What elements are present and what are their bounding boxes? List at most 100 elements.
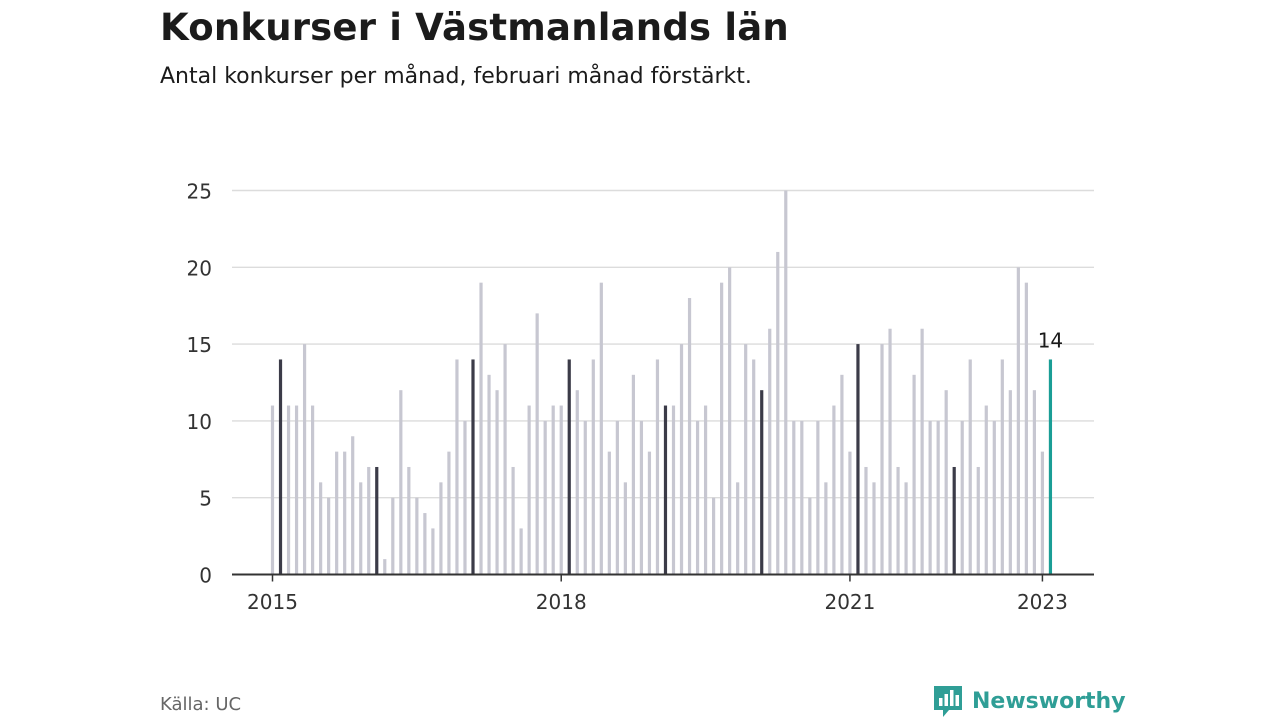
bar [575, 390, 579, 575]
bar [319, 482, 323, 575]
bar [671, 405, 676, 575]
bar [655, 359, 660, 575]
bar [872, 482, 876, 575]
bar [816, 420, 820, 575]
bar [736, 482, 740, 575]
brand-logo: Newsworthy [932, 684, 1126, 718]
bar [399, 390, 403, 575]
y-tick-label: 10 [187, 410, 212, 434]
bar [591, 359, 595, 575]
bar [375, 466, 379, 575]
bar [607, 451, 611, 575]
bar [896, 466, 900, 575]
y-tick-label: 20 [187, 256, 212, 280]
bar [351, 436, 355, 575]
bar [543, 420, 547, 575]
bar [551, 405, 555, 575]
bar [471, 359, 475, 575]
y-tick-label: 15 [187, 333, 212, 357]
bar [888, 328, 892, 575]
bar [639, 420, 644, 575]
bar [335, 451, 339, 575]
bar [695, 420, 700, 575]
bar [1008, 390, 1012, 575]
source-note: Källa: UC [160, 694, 242, 715]
bar [760, 390, 764, 575]
bar [463, 420, 467, 575]
bar [752, 359, 756, 575]
bar [832, 405, 836, 575]
bar [647, 451, 652, 575]
bar-chart: 0 5 10 15 20 25 2015 2018 2021 2023 14 [187, 180, 1094, 614]
bar [920, 328, 924, 575]
bar [615, 420, 619, 575]
bar [976, 466, 980, 575]
y-tick-label: 0 [199, 564, 212, 588]
bar [936, 420, 940, 575]
bar [1000, 359, 1004, 575]
bar [703, 405, 708, 575]
bar [1024, 282, 1028, 575]
bar [519, 528, 523, 575]
bar [824, 482, 828, 575]
bar [952, 466, 956, 575]
bar [294, 405, 299, 575]
bar [1032, 390, 1036, 575]
bar [503, 344, 507, 575]
x-tick-label: 2023 [1017, 590, 1068, 614]
bar [792, 420, 796, 575]
bar [495, 390, 499, 575]
bar [864, 466, 868, 575]
bar [527, 405, 531, 575]
brand-name: Newsworthy [972, 688, 1126, 714]
bar [567, 359, 571, 575]
bar [679, 344, 684, 575]
x-tick-label: 2015 [247, 590, 298, 614]
bar [880, 344, 884, 575]
bar [687, 298, 692, 575]
bar [423, 513, 427, 575]
chart-title: Konkurser i Västmanlands län [160, 6, 789, 49]
bar [270, 405, 275, 575]
bar [848, 451, 852, 575]
bar [776, 251, 780, 575]
bar [391, 497, 395, 575]
bar [728, 267, 732, 575]
bar [479, 282, 483, 575]
bar [343, 451, 347, 575]
bar [487, 374, 491, 575]
bar [663, 405, 668, 575]
y-tick-label: 25 [187, 180, 212, 204]
bar [808, 497, 812, 575]
bar [407, 466, 411, 575]
bar [712, 497, 716, 575]
bar [383, 559, 387, 575]
bar [511, 466, 515, 575]
x-tick-label: 2018 [536, 590, 587, 614]
bar [968, 359, 972, 575]
bar [928, 420, 932, 575]
bar [912, 374, 916, 575]
bar [631, 374, 635, 575]
bar [286, 405, 291, 575]
bar [768, 328, 772, 575]
bar [992, 420, 996, 575]
bar [583, 420, 587, 575]
bar [455, 359, 459, 575]
bar [439, 482, 443, 575]
bar [1016, 267, 1020, 575]
newsworthy-logo-icon [934, 686, 962, 717]
latest-value-label: 14 [1038, 328, 1063, 352]
bar [1048, 359, 1053, 575]
bar [535, 313, 539, 575]
bar [302, 344, 307, 575]
bar [327, 497, 331, 575]
bar [944, 390, 948, 575]
bar [800, 420, 804, 575]
bar [447, 451, 451, 575]
bar [278, 359, 283, 575]
bar [720, 282, 724, 575]
bar [984, 405, 988, 575]
bar [1040, 451, 1045, 575]
bar [367, 466, 371, 575]
